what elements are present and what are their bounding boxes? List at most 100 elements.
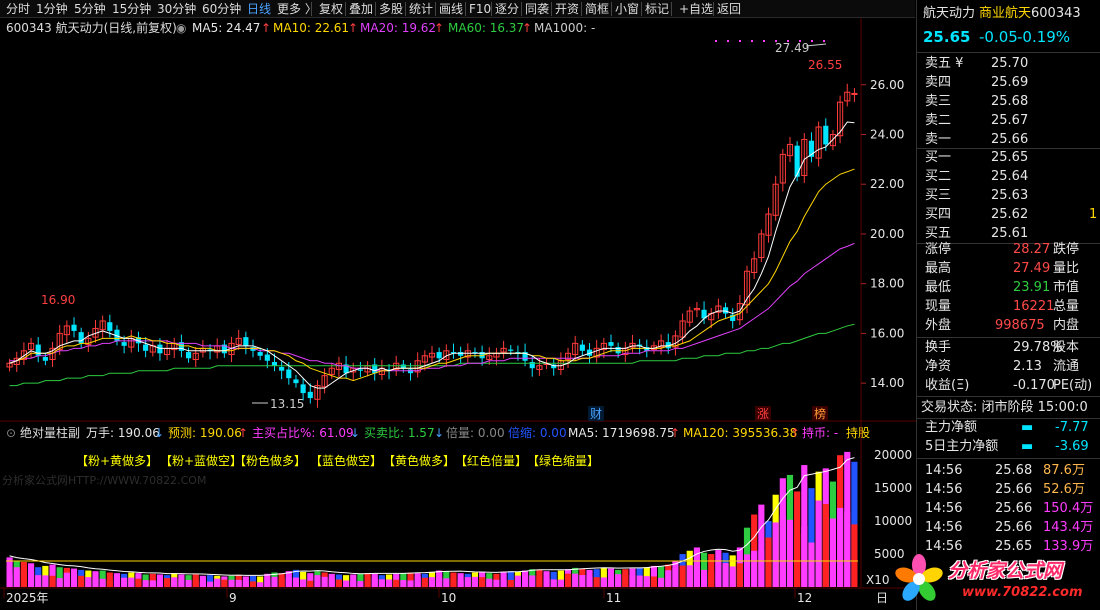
volume-bar bbox=[708, 554, 715, 587]
vol-gear-icon[interactable]: ⊙ bbox=[6, 426, 17, 440]
bid-price: 25.64 bbox=[991, 169, 1029, 184]
toolbar-item-8[interactable]: 复权 bbox=[319, 2, 344, 16]
stat-row: 收益(Ξ) -0.170 PE(动) bbox=[917, 376, 1100, 395]
volume-bar-inner bbox=[249, 581, 257, 587]
volume-bar-inner bbox=[171, 577, 178, 587]
vol-buy-ratio: 主买占比%: 61.09 bbox=[252, 426, 354, 440]
toolbar-separator bbox=[375, 2, 376, 16]
candle-body bbox=[114, 329, 120, 341]
volume-bar-inner bbox=[607, 578, 615, 587]
toolbar-item-19[interactable]: 标记 bbox=[645, 2, 670, 16]
vol-ma5: MA5: 1719698.75 bbox=[568, 426, 675, 440]
tick-price: 25.66 bbox=[995, 482, 1033, 497]
toolbar-item-0[interactable]: 分时 bbox=[6, 2, 31, 16]
volume-bar bbox=[851, 461, 858, 587]
tick-time: 14:56 bbox=[925, 482, 963, 497]
candle-body bbox=[551, 364, 557, 369]
volume-bar bbox=[106, 572, 113, 587]
event-marker[interactable]: 榜 bbox=[814, 406, 826, 421]
volume-bar-inner bbox=[822, 503, 829, 587]
fund-value: -3.69 bbox=[1055, 439, 1089, 454]
chart-title: 600343 航天动力(日线,前复权) bbox=[6, 21, 177, 35]
tick-qty: 52.6万 bbox=[1043, 482, 1085, 497]
ma5-up-arrow-icon: ↑ bbox=[261, 21, 272, 35]
candle-body bbox=[508, 349, 514, 351]
stat-label: 现量 bbox=[925, 299, 952, 314]
toolbar-item-15[interactable]: 同袭 bbox=[525, 2, 550, 16]
volume-bar bbox=[557, 570, 564, 587]
toolbar-item-13[interactable]: F10 bbox=[469, 2, 492, 16]
toolbar-item-6[interactable]: 日线 bbox=[247, 2, 272, 16]
stock-header: 航天动力 商业航天 600343 bbox=[917, 4, 1100, 23]
stat-right-label: PE(动) bbox=[1053, 378, 1093, 393]
event-marker-bg bbox=[812, 406, 828, 421]
event-marker[interactable]: 财 bbox=[590, 407, 602, 421]
candle-body bbox=[772, 183, 779, 216]
stat-right-label: 流通 bbox=[1053, 359, 1080, 374]
candle-body bbox=[221, 344, 227, 354]
candle-body bbox=[428, 352, 436, 358]
volume-bar-inner bbox=[722, 563, 729, 587]
toolbar-item-17[interactable]: 简框 bbox=[585, 2, 610, 16]
candle-body bbox=[572, 342, 579, 356]
bid-label: 买二 bbox=[925, 169, 952, 184]
toolbar-item-9[interactable]: 叠加 bbox=[349, 2, 374, 16]
toolbar-item-7[interactable]: 更多 〉 bbox=[277, 2, 317, 16]
candle-body bbox=[250, 347, 256, 351]
volume-bar bbox=[249, 575, 257, 587]
candle-body bbox=[286, 369, 292, 379]
vol-wan-down-icon: ↓ bbox=[154, 426, 165, 440]
stat-row: 换手 29.78% 股本 bbox=[917, 338, 1100, 357]
volume-bar-inner bbox=[49, 575, 56, 587]
chart-settings-icon[interactable]: ◉ bbox=[176, 21, 187, 35]
ask-label: 卖一 bbox=[925, 132, 952, 147]
candlestick-chart[interactable]: 26.00 24.00 22.00 20.00 18.00 16.00 14.00 16.90… bbox=[0, 18, 916, 422]
ask-label: 卖三 bbox=[925, 94, 952, 109]
volume-chart[interactable]: 20000 15000 10000 5000 X10 2025年 9 10 11 12 日 bbox=[0, 422, 916, 610]
toolbar-item-21[interactable]: 返回 bbox=[717, 2, 742, 16]
toolbar-item-14[interactable]: 逐分 bbox=[495, 2, 520, 16]
toolbar-item-16[interactable]: 开资 bbox=[555, 2, 580, 16]
vol-predict: 预测: 190.06 bbox=[168, 426, 242, 440]
toolbar-item-12[interactable]: 画线 bbox=[439, 2, 464, 16]
volume-bar bbox=[650, 565, 658, 587]
toolbar-item-1[interactable]: 1分钟 bbox=[36, 2, 68, 16]
toolbar-item-2[interactable]: 5分钟 bbox=[74, 2, 106, 16]
volume-bar-inner bbox=[672, 568, 679, 587]
candle-body bbox=[515, 352, 521, 354]
stat-right-label: 市值 bbox=[1053, 280, 1080, 295]
candle-body bbox=[192, 352, 199, 361]
volume-bar-inner bbox=[615, 574, 622, 587]
volume-bar bbox=[6, 557, 13, 587]
stat-right-label: 股本 bbox=[1053, 340, 1080, 355]
bid-row: 买二 25.64 bbox=[917, 167, 1100, 186]
toolbar-item-10[interactable]: 多股 bbox=[379, 2, 404, 16]
toolbar-item-5[interactable]: 60分钟 bbox=[202, 2, 242, 16]
bid-row: 买四 25.62 1 bbox=[917, 205, 1100, 224]
toolbar-item-20[interactable]: +自选 bbox=[679, 2, 714, 16]
toolbar-item-3[interactable]: 15分钟 bbox=[112, 2, 152, 16]
volume-bar-inner bbox=[371, 577, 378, 587]
toolbar-item-11[interactable]: 统计 bbox=[409, 2, 434, 16]
volume-bar-inner bbox=[471, 576, 479, 587]
volume-bar-inner bbox=[550, 579, 557, 587]
volume-bar-inner bbox=[758, 549, 765, 587]
candle-body bbox=[264, 354, 270, 361]
vol-wan: 万手: 190.06 bbox=[86, 426, 160, 440]
ask-row: 卖四 25.69 bbox=[917, 73, 1100, 92]
toolbar-item-4[interactable]: 30分钟 bbox=[157, 2, 197, 16]
volume-bar bbox=[199, 575, 206, 587]
candle-body bbox=[35, 344, 41, 356]
fund-label: 主力净额 bbox=[925, 420, 978, 435]
volume-bar-inner bbox=[786, 519, 794, 587]
volume-bar-inner bbox=[779, 516, 786, 587]
toolbar-item-18[interactable]: 小窗 bbox=[615, 2, 640, 16]
event-marker[interactable]: 涨 bbox=[757, 406, 769, 421]
tick-time: 14:56 bbox=[925, 520, 963, 535]
volume-bar-inner bbox=[643, 576, 650, 587]
signal-dot bbox=[727, 40, 729, 42]
volume-bar bbox=[56, 567, 63, 587]
y-tick-label: 22.00 bbox=[870, 177, 904, 191]
candle-body bbox=[758, 233, 765, 259]
stat-label: 最低 bbox=[925, 280, 952, 295]
